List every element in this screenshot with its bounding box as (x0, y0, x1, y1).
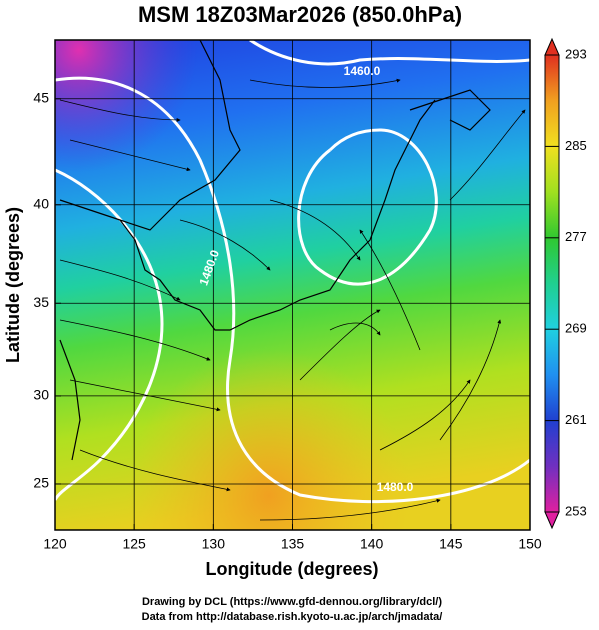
x-tick-label: 125 (122, 536, 146, 552)
colorbar-tick-label: 253 (565, 503, 587, 518)
contour-label: 1480.0 (377, 480, 414, 494)
colorbar-tick-label: 261 (565, 412, 587, 427)
chart-title: MSM 18Z03Mar2026 (850.0hPa) (138, 2, 462, 27)
y-tick-label: 45 (33, 89, 49, 105)
x-tick-label: 140 (360, 536, 384, 552)
x-tick-label: 135 (281, 536, 305, 552)
colorbar-extend-bottom (544, 511, 560, 530)
colorbar-tick-label: 293 (565, 46, 587, 61)
coastline (59, 40, 491, 461)
x-tick-label: 150 (518, 536, 542, 552)
colorbar-tick-label: 277 (565, 229, 587, 244)
contours (55, 40, 530, 504)
credit: Data from http://database.rish.kyoto-u.a… (142, 611, 443, 623)
y-tick-label: 40 (33, 195, 49, 211)
colorbar-tick-label: 285 (565, 138, 587, 153)
colorbar-tick-label: 269 (565, 321, 587, 336)
streamlines (59, 78, 526, 521)
x-tick-label: 130 (202, 536, 226, 552)
y-tick-label: 30 (33, 387, 49, 403)
colorbar: 253 261 269 277 285 293 (544, 37, 587, 530)
x-tick-label: 145 (439, 536, 463, 552)
credit: Drawing by DCL (https://www.gfd-dennou.o… (142, 596, 442, 608)
colorbar-extend-top (544, 37, 560, 56)
y-tick-label: 35 (33, 294, 49, 310)
grid (55, 40, 530, 530)
x-axis-label: Longitude (degrees) (205, 559, 378, 579)
y-tick-label: 25 (33, 475, 49, 491)
contour-label: 1460.0 (344, 64, 381, 78)
y-axis-label: Latitude (degrees) (3, 207, 23, 363)
x-tick-label: 120 (43, 536, 67, 552)
colorbar-scale (544, 54, 560, 513)
